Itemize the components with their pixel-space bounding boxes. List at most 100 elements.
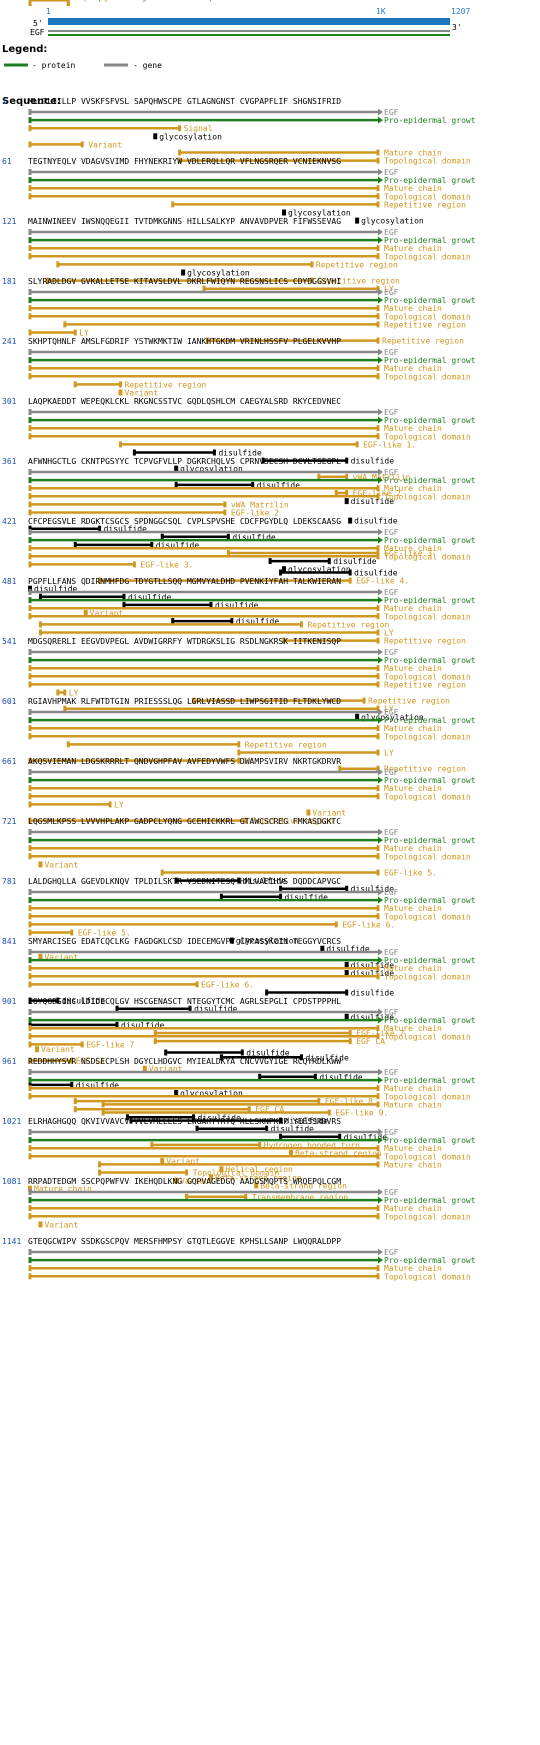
feature-label: EGF [384,1068,399,1077]
feature-label: Topological domain [384,672,471,681]
feature-track-gene: EGF [28,468,399,477]
feature-label: Transmembrane region [252,1193,349,1202]
feature-label: Beta-strand region [215,1173,302,1182]
feature-track-protein: Pro-epidermal growt [28,116,476,125]
feature-start-cap [202,285,206,292]
feature-label: Variant [124,389,158,398]
feature-marker [142,1065,147,1072]
feature-end-cap [376,433,380,440]
feature-label: Repetitive region [252,817,334,826]
feature-label: Mature chain [384,1160,442,1169]
feature-label: LY [384,629,394,638]
feature-arrow [378,708,383,716]
feature-end-cap [376,373,380,380]
feature-label: Topological domain [384,1212,471,1221]
feature-marker [174,1090,179,1096]
feature-track-black: disulfide [279,569,398,578]
feature-track-gene: EGF [28,108,399,117]
feature-arrow [378,836,383,844]
feature-end-cap [338,1133,342,1140]
feature-start-cap [28,529,32,535]
feature-track-feature: EGF-like 2 [28,509,279,518]
feature-start-cap [28,525,32,532]
feature-start-cap [178,149,182,156]
feature-start-cap [28,477,32,484]
feature-track-gene: EGF [28,648,399,657]
feature-label: disulfide [285,893,329,902]
feature-end-cap [376,605,380,612]
feature-label: Pro-epidermal growt [384,176,476,185]
sequence-block: 1201HQMELTQEGFPro-epidermal growth facto… [2,0,253,6]
feature-label: Mature chain [384,1024,442,1033]
feature-end-cap [348,569,352,576]
feature-label: EGF [384,768,399,777]
feature-track-black: disulfide [344,497,394,506]
feature-marker [306,809,311,816]
feature-arrow [378,1008,383,1016]
feature-start-cap [185,1193,189,1200]
feature-end-cap [376,681,380,688]
feature-start-cap [28,837,32,844]
feature-track-feature: Beta-strand region [254,1181,347,1190]
feature-label: glycosylation [159,132,222,141]
feature-start-cap [28,785,32,792]
feature-track-feature: LY [28,757,253,766]
block-sequence: SMYARCISEG EDATCQCLKG FAGDGKLCSD IDECEMG… [28,937,341,946]
feature-track-gene: EGF [28,768,399,777]
feature-label: Repetitive region [384,200,466,209]
feature-start-cap [317,473,321,480]
feature-end-cap [376,673,380,680]
feature-start-cap [28,1085,32,1092]
feature-label: Mature chain [384,1100,442,1109]
feature-track-feature: Topological domain [28,552,471,561]
feature-arrow [378,536,383,544]
feature-start-cap [28,777,32,784]
feature-end-cap [66,0,70,6]
feature-arrow [378,1128,383,1136]
feature-start-cap [28,769,32,775]
feature-track-feature: Repetitive region [56,260,398,269]
feature-label: Mature chain [384,1144,442,1153]
feature-label: disulfide [257,481,301,490]
feature-track-feature: Variant [28,140,122,149]
feature-start-cap [28,649,32,655]
feature-label: EGF-like 6. [201,980,254,989]
feature-track-feature: Mature chain [28,1204,442,1213]
feature-start-cap [265,989,269,996]
feature-start-cap [279,1133,283,1140]
feature-track-black: glycosylation [355,217,424,226]
feature-track-feature: Topological domain [28,372,471,381]
feature-label: EGF-like 2 [231,509,279,518]
feature-end-cap [279,893,283,900]
feature-label: Topological domain [384,432,471,441]
feature-track-black: disulfide [164,1049,290,1058]
feature-track-feature: Topological domain [98,1169,279,1178]
legend-gene-label: - gene [133,61,162,70]
sequence-block: 841 SMYARCISEG EDATCQCLKG FAGDGKLCSD IDEC… [2,937,476,1062]
feature-end-cap [376,493,380,500]
block-sequence: GTEQGCWIPV SSDKGSCPQV MERSFHMPSY GTQTLEG… [28,1237,341,1246]
feature-start-cap [28,409,32,415]
feature-marker [344,970,349,976]
feature-start-cap [63,321,67,328]
feature-marker [348,517,353,524]
block-start-number: 361 [2,457,17,466]
feature-label: EGF [384,408,399,417]
feature-label: Pro-epidermal growt [384,716,476,725]
feature-track-protein: Pro-epidermal growt [28,1136,476,1145]
feature-end-cap [376,305,380,312]
feature-track-feature: LY [28,329,89,338]
feature-start-cap [28,929,32,936]
feature-label: vWA Matrilin [231,500,289,509]
feature-label: disulfide [246,1049,290,1058]
feature-track-feature: Topological domain [178,157,471,166]
feature-start-cap [28,1093,32,1100]
feature-label: disulfide [351,961,395,970]
feature-start-cap [28,1021,32,1028]
feature-start-cap [28,1137,32,1144]
feature-track-black: disulfide [38,593,171,602]
feature-end-cap [63,689,67,696]
feature-marker [344,498,349,505]
sequence-block: 301 LAQPKAEDDT WEPEQKLCKL RKGNCSSTVC GQDL… [2,397,476,506]
feature-end-cap [299,621,303,628]
